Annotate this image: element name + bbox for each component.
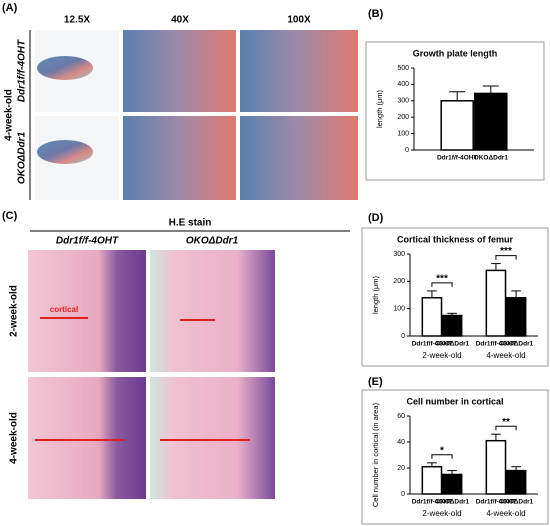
x-tick-label: Ddr1f/f-4OHT bbox=[476, 341, 516, 348]
image bbox=[28, 377, 146, 499]
category-label: 2-week-old bbox=[422, 509, 461, 518]
magnification: 100X bbox=[287, 15, 311, 26]
y-tick-label: 100 bbox=[397, 130, 409, 137]
panel-title: H.E stain bbox=[169, 218, 212, 229]
panel-label: (B) bbox=[368, 8, 384, 20]
image bbox=[37, 140, 93, 164]
category-label: 4-week-old bbox=[486, 509, 525, 518]
chart-title: Cortical thickness of femur bbox=[397, 234, 514, 244]
age-label: 4-week-old bbox=[4, 89, 15, 141]
y-tick-label: 400 bbox=[397, 81, 409, 88]
column-label: OKOΔDdr1 bbox=[186, 236, 239, 247]
y-tick-label: 20 bbox=[397, 465, 405, 472]
chart-frame bbox=[361, 389, 549, 525]
y-tick-label: 500 bbox=[397, 65, 409, 72]
significance: *** bbox=[500, 246, 512, 257]
bar bbox=[421, 465, 443, 495]
y-tick-label: 0 bbox=[401, 491, 405, 498]
histology-a bbox=[29, 30, 358, 200]
chart-title: Growth plate length bbox=[413, 48, 498, 58]
y-tick-label: 40 bbox=[397, 439, 405, 446]
significance-bracket bbox=[431, 454, 453, 459]
x-tick-label: OKOΔDdr1 bbox=[474, 155, 509, 162]
annotation: cortical bbox=[50, 305, 78, 314]
y-axis-label: length (μm) bbox=[371, 275, 380, 314]
panel-label: (D) bbox=[368, 212, 384, 224]
bar bbox=[441, 314, 463, 337]
x-tick-label: OKOΔDdr1 bbox=[499, 499, 534, 506]
y-tick-label: 300 bbox=[397, 98, 409, 105]
y-tick-label: 200 bbox=[397, 114, 409, 121]
chart-title: Cell number in cortical bbox=[406, 396, 503, 406]
image bbox=[123, 116, 236, 200]
y-tick-label: 0 bbox=[405, 147, 409, 154]
y-axis-label: length (μm) bbox=[375, 89, 384, 128]
row-label: Ddr1f/f-4OHT bbox=[17, 39, 28, 102]
magnification: 12.5X bbox=[64, 15, 90, 26]
panel-label: (E) bbox=[368, 376, 383, 388]
x-tick-label: OKOΔDdr1 bbox=[435, 499, 470, 506]
y-tick-label: 300 bbox=[393, 251, 405, 258]
image bbox=[150, 250, 275, 372]
significance: * bbox=[440, 445, 444, 456]
image bbox=[123, 30, 236, 112]
significance-bracket bbox=[495, 425, 517, 431]
bar bbox=[505, 469, 527, 495]
bar bbox=[505, 296, 527, 337]
significance-bracket bbox=[431, 282, 453, 287]
image bbox=[28, 250, 146, 372]
y-axis-label: Cell number in cortical (in area) bbox=[371, 402, 380, 507]
panel-label: (C) bbox=[2, 210, 18, 222]
magnification: 40X bbox=[171, 15, 189, 26]
significance-bracket bbox=[495, 255, 517, 260]
significance: *** bbox=[436, 274, 448, 285]
category-label: 4-week-old bbox=[486, 351, 525, 360]
x-tick-label: OKOΔDdr1 bbox=[499, 341, 534, 348]
y-tick-label: 100 bbox=[393, 306, 405, 313]
image bbox=[150, 377, 275, 499]
chart-frame bbox=[365, 41, 545, 181]
y-tick-label: 60 bbox=[397, 413, 405, 420]
x-tick-label: OKOΔDdr1 bbox=[435, 341, 470, 348]
x-tick-label: Ddr1f/f-4OHT bbox=[412, 499, 452, 506]
category-label: 2-week-old bbox=[422, 351, 461, 360]
bar bbox=[485, 439, 507, 495]
y-tick-label: 200 bbox=[393, 278, 405, 285]
bar bbox=[421, 296, 443, 337]
bar bbox=[440, 100, 474, 151]
chart-frame bbox=[361, 227, 549, 367]
row-label: OKOΔDdr1 bbox=[17, 131, 28, 184]
histology-c bbox=[28, 230, 350, 499]
significance: ** bbox=[502, 417, 510, 428]
x-tick-label: Ddr1f/f-4OHT bbox=[412, 341, 452, 348]
row-label: 2-week-old bbox=[9, 285, 20, 337]
bar bbox=[474, 92, 508, 151]
column-label: Ddr1f/f-4OHT bbox=[56, 236, 119, 247]
bar bbox=[485, 269, 507, 337]
panel-label: (A) bbox=[2, 2, 18, 14]
x-tick-label: Ddr1f/f-4OHT bbox=[476, 499, 516, 506]
row-label: 4-week-old bbox=[9, 412, 20, 464]
image bbox=[240, 30, 358, 112]
bar bbox=[441, 473, 463, 495]
y-tick-label: 0 bbox=[401, 333, 405, 340]
x-tick-label: Ddr1f/f-4OHT bbox=[437, 155, 477, 162]
image bbox=[37, 56, 93, 80]
image bbox=[240, 116, 358, 200]
